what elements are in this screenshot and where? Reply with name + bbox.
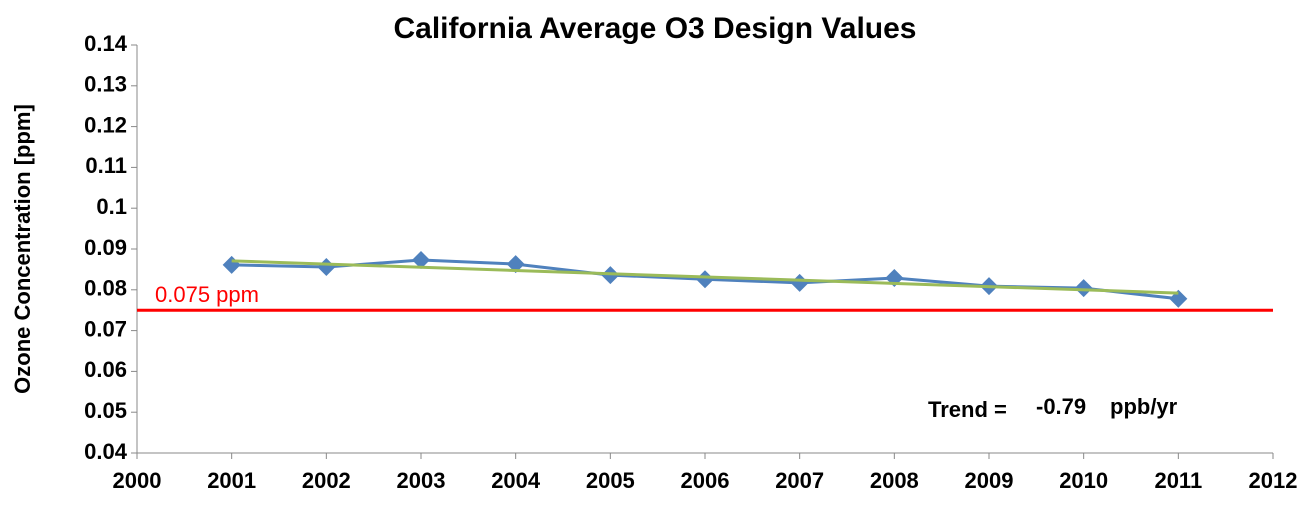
annotation: ppb/yr <box>1110 394 1178 419</box>
data-marker <box>317 257 336 276</box>
x-tick-label: 2010 <box>1059 468 1108 493</box>
y-tick-label: 0.12 <box>84 112 127 137</box>
chart-title: California Average O3 Design Values <box>394 12 917 45</box>
x-tick-label: 2006 <box>681 468 730 493</box>
data-marker <box>222 255 241 274</box>
y-tick-label: 0.04 <box>84 439 128 464</box>
x-tick-label: 2008 <box>870 468 919 493</box>
y-tick-label: 0.06 <box>84 357 127 382</box>
x-tick-label: 2007 <box>775 468 824 493</box>
data-marker <box>696 270 714 289</box>
y-tick-label: 0.07 <box>84 316 127 341</box>
y-tick-label: 0.09 <box>84 235 127 260</box>
y-tick-label: 0.11 <box>85 153 127 178</box>
y-tick-label: 0.08 <box>84 276 127 301</box>
y-tick-label: 0.05 <box>84 398 127 423</box>
y-axis-label: Ozone Concentration [ppm] <box>10 104 35 394</box>
data-marker <box>506 255 525 274</box>
x-tick-label: 2003 <box>397 468 446 493</box>
x-tick-label: 2002 <box>302 468 351 493</box>
x-tick-label: 2005 <box>586 468 635 493</box>
reference-label: 0.075 ppm <box>155 282 259 307</box>
x-tick-label: 2000 <box>113 468 162 493</box>
x-tick-label: 2012 <box>1249 468 1298 493</box>
annotation: -0.79 <box>1036 394 1086 419</box>
data-marker <box>790 273 809 292</box>
annotation: Trend = <box>928 397 1007 422</box>
x-tick-label: 2011 <box>1154 468 1202 493</box>
y-tick-label: 0.13 <box>84 72 127 97</box>
x-tick-label: 2004 <box>491 468 541 493</box>
data-marker <box>412 251 430 270</box>
data-marker <box>1074 279 1093 298</box>
x-tick-label: 2009 <box>965 468 1014 493</box>
trend-line <box>231 259 1179 295</box>
y-tick-label: 0.14 <box>84 31 128 56</box>
y-tick-label: 0.1 <box>96 194 127 219</box>
x-tick-label: 2001 <box>207 468 256 493</box>
